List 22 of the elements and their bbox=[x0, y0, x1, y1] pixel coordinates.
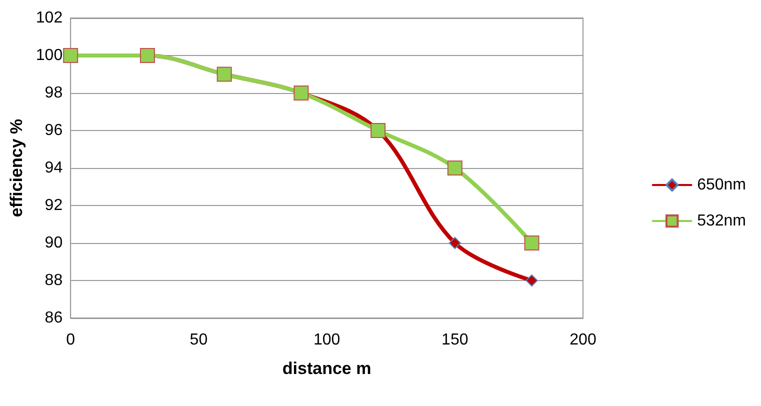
x-tick-label: 0 bbox=[66, 332, 76, 348]
x-tick-label: 100 bbox=[313, 332, 340, 348]
x-tick-label: 50 bbox=[190, 332, 208, 348]
y-axis-title: efficiency % bbox=[7, 118, 26, 218]
y-tick-label: 98 bbox=[44, 84, 63, 102]
point bbox=[448, 237, 461, 249]
y-tick-label: 96 bbox=[44, 122, 63, 139]
y-tick-label: 86 bbox=[44, 310, 63, 326]
y-tick-label: 92 bbox=[44, 197, 63, 214]
x-axis-title: distance m bbox=[282, 359, 372, 378]
point bbox=[526, 274, 538, 286]
x-tick-label: 200 bbox=[570, 332, 596, 348]
y-tick-label: 102 bbox=[36, 10, 63, 26]
x-tick-label: 150 bbox=[442, 332, 468, 348]
y-tick-label: 88 bbox=[44, 272, 63, 289]
y-tick-label: 94 bbox=[44, 160, 63, 176]
y-tick-label: 90 bbox=[44, 234, 63, 252]
legend-label: 532nm bbox=[697, 212, 746, 230]
point bbox=[524, 236, 540, 250]
point bbox=[447, 160, 462, 176]
y-tick-label: 100 bbox=[36, 47, 63, 64]
legend-label: 650nm bbox=[697, 176, 746, 194]
